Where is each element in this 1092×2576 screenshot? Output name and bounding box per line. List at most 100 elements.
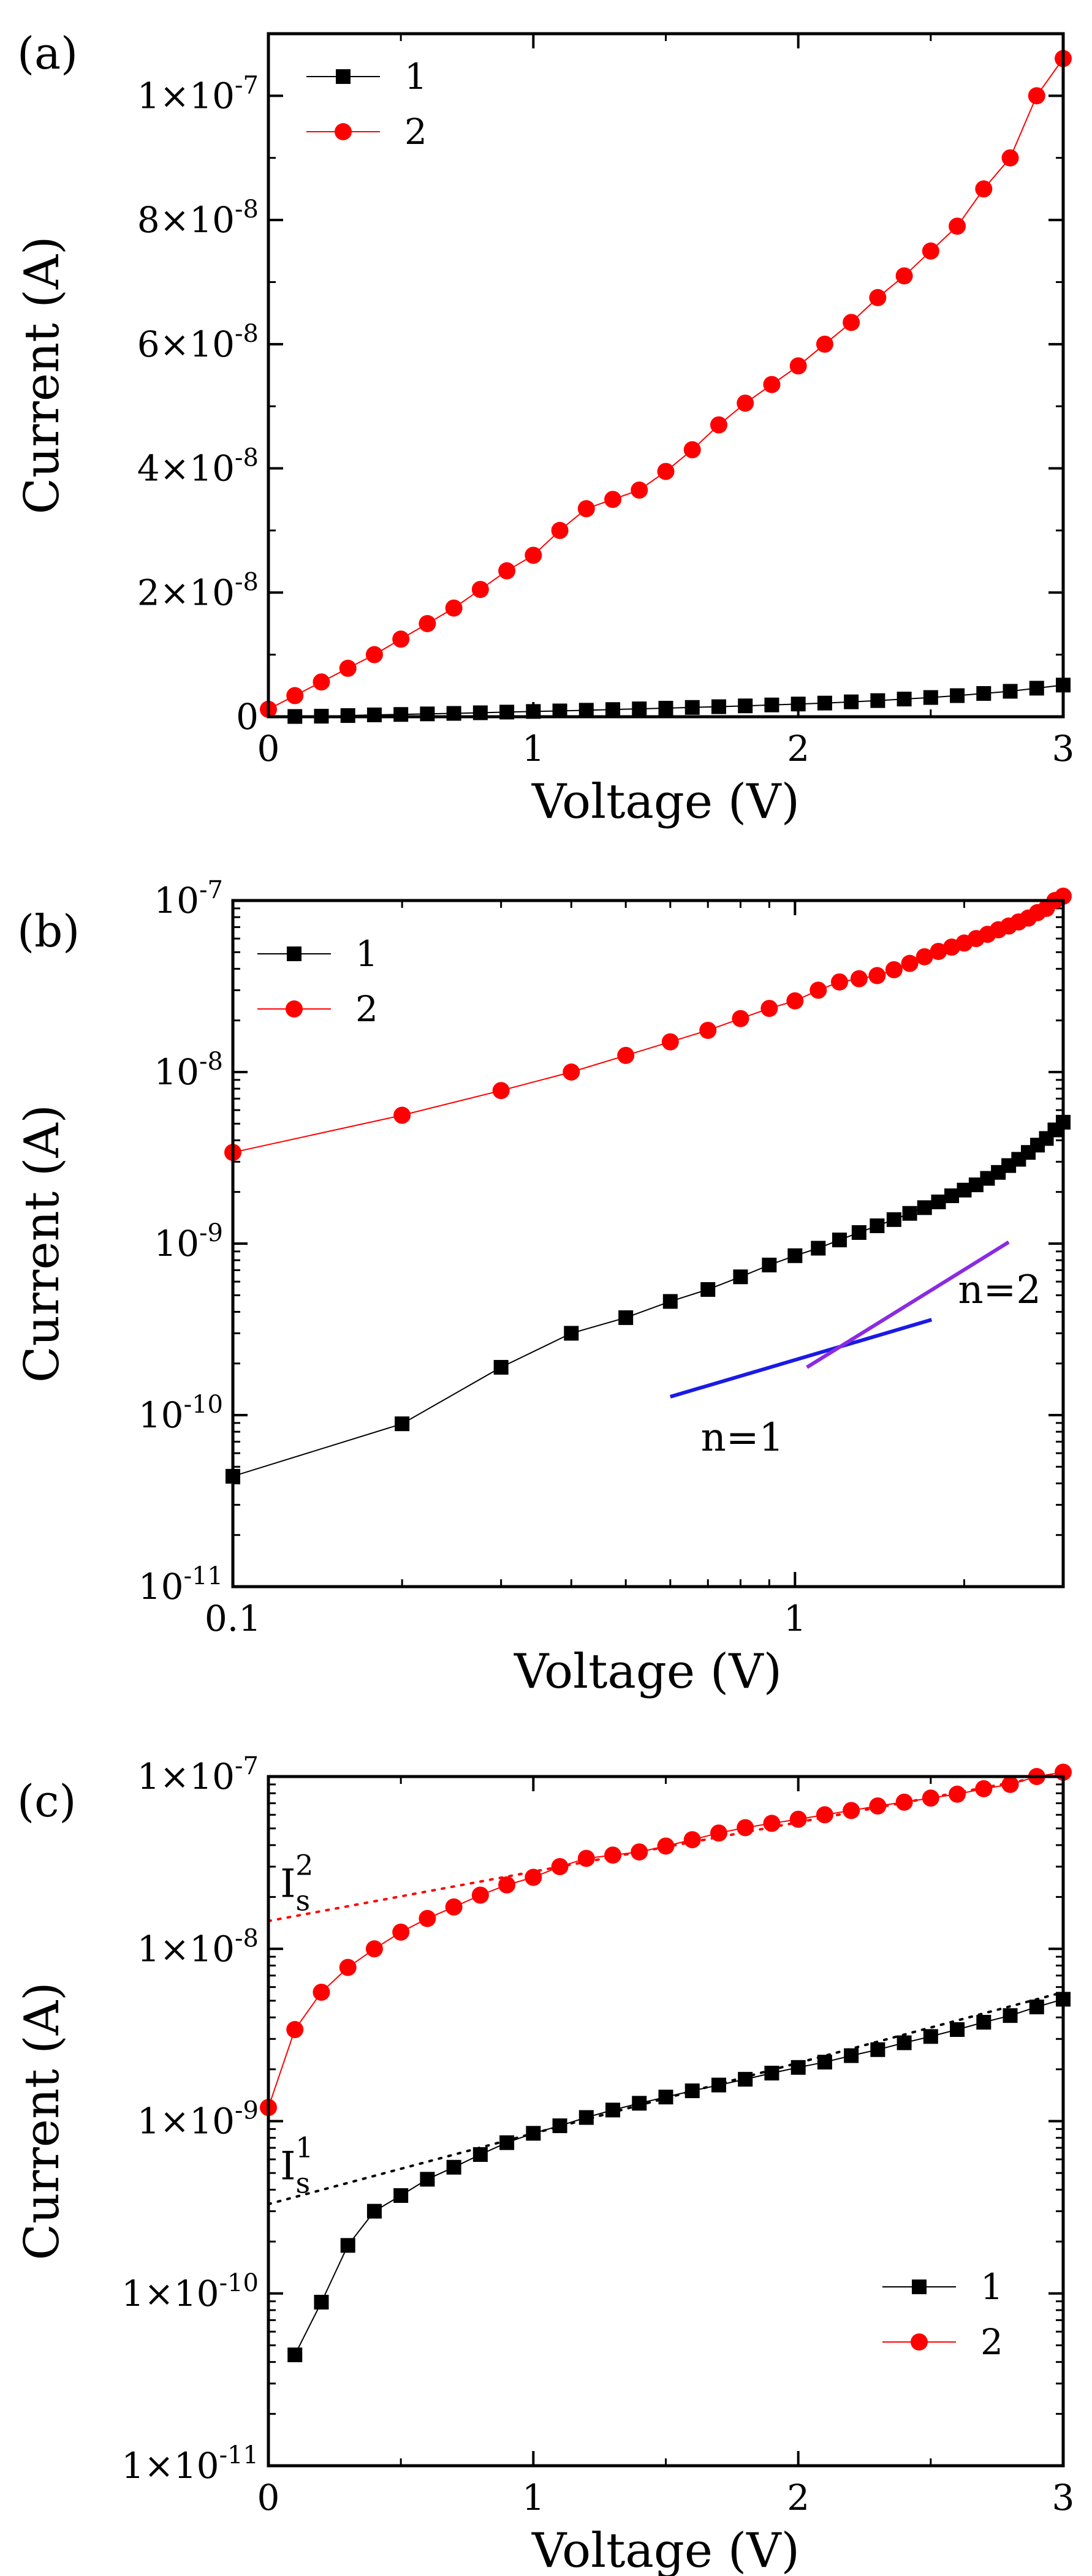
data-point bbox=[525, 1868, 542, 1886]
series-line bbox=[295, 684, 1064, 717]
data-point bbox=[763, 1815, 781, 1832]
data-point bbox=[632, 2096, 647, 2111]
data-point bbox=[868, 967, 886, 984]
y-tick-label: 10-10 bbox=[138, 1391, 223, 1436]
data-point bbox=[885, 961, 903, 978]
y-tick-label: 10-11 bbox=[138, 1562, 223, 1607]
data-point bbox=[446, 2159, 461, 2175]
series-1 bbox=[226, 1114, 1071, 1484]
data-point bbox=[732, 1010, 749, 1027]
data-point bbox=[525, 546, 542, 564]
data-point bbox=[658, 2090, 673, 2105]
legend-marker bbox=[912, 2279, 927, 2294]
data-point bbox=[922, 242, 939, 260]
x-tick-label: 3 bbox=[1052, 2477, 1075, 2518]
annotation-is1: Is1 bbox=[280, 2131, 313, 2199]
data-point bbox=[764, 2066, 779, 2081]
legend: 12 bbox=[882, 2266, 1003, 2363]
annotation-is2: Is2 bbox=[280, 1849, 313, 1917]
data-point bbox=[976, 2015, 992, 2030]
y-tick-label: 10-9 bbox=[154, 1219, 223, 1264]
data-point bbox=[897, 692, 912, 707]
reference-line bbox=[669, 1318, 933, 1399]
data-point bbox=[711, 699, 726, 714]
data-point bbox=[851, 1225, 866, 1240]
data-point bbox=[975, 1780, 993, 1797]
y-tick-label: 4×10-8 bbox=[137, 444, 259, 489]
data-point bbox=[869, 289, 887, 306]
legend-marker bbox=[335, 123, 352, 140]
data-point bbox=[791, 697, 806, 712]
data-point bbox=[832, 1233, 847, 1248]
series-1 bbox=[287, 1992, 1071, 2363]
data-point bbox=[395, 1416, 410, 1432]
data-point bbox=[446, 706, 461, 721]
data-point bbox=[563, 1063, 580, 1081]
data-point bbox=[764, 697, 779, 712]
series-2 bbox=[224, 887, 1072, 1161]
data-point bbox=[830, 973, 848, 991]
data-point bbox=[760, 1000, 778, 1018]
series-1 bbox=[287, 678, 1071, 724]
data-point bbox=[471, 1886, 489, 1904]
data-point bbox=[472, 2147, 488, 2162]
legend-label: 1 bbox=[980, 2266, 1003, 2308]
y-tick-label: 1×10-11 bbox=[121, 2441, 259, 2487]
y-tick-label: 1×10-9 bbox=[137, 2097, 259, 2142]
y-tick-label: 0 bbox=[236, 696, 259, 738]
data-point bbox=[684, 2083, 700, 2098]
data-point bbox=[683, 1831, 701, 1849]
data-point bbox=[902, 1206, 917, 1221]
data-point bbox=[393, 1106, 411, 1124]
data-point bbox=[843, 314, 860, 331]
panel-label: (c) bbox=[17, 1775, 77, 1827]
x-tick-label: 2 bbox=[787, 2477, 810, 2518]
data-point bbox=[286, 687, 304, 704]
data-point bbox=[445, 599, 463, 617]
chart-panel-2: (b) 0.1 1 10-11 10-10 10-9 10-8 10-7 Voltage (V)… bbox=[15, 876, 1072, 1699]
series-line bbox=[268, 58, 1064, 710]
data-point bbox=[577, 500, 595, 518]
data-point bbox=[917, 1200, 932, 1215]
y-tick-label: 1×10-10 bbox=[121, 2269, 259, 2314]
data-point bbox=[950, 2022, 965, 2038]
data-point bbox=[843, 1802, 860, 1819]
data-point bbox=[631, 482, 648, 499]
data-point bbox=[632, 701, 647, 717]
data-point bbox=[895, 267, 913, 285]
legend: 12 bbox=[306, 56, 427, 153]
data-point bbox=[787, 1248, 803, 1263]
data-point bbox=[1003, 2008, 1018, 2023]
data-point bbox=[738, 698, 753, 714]
data-point bbox=[420, 2172, 435, 2187]
data-point bbox=[314, 2294, 329, 2310]
data-point bbox=[551, 521, 569, 539]
panel-label: (a) bbox=[17, 28, 78, 79]
x-axis-label: Voltage (V) bbox=[531, 774, 800, 829]
legend-label: 1 bbox=[355, 933, 378, 975]
data-point bbox=[498, 562, 516, 580]
y-tick-label: 2×10-8 bbox=[137, 568, 259, 613]
x-axis-label: Voltage (V) bbox=[531, 2523, 800, 2576]
legend-marker bbox=[286, 1000, 303, 1018]
data-point bbox=[286, 2021, 304, 2039]
data-point bbox=[817, 2055, 832, 2070]
annotation-n2: n=2 bbox=[958, 1267, 1041, 1313]
y-tick-label: 1×10-7 bbox=[137, 71, 259, 116]
x-axis-label: Voltage (V) bbox=[514, 1644, 782, 1699]
data-point bbox=[604, 1846, 622, 1864]
x-tick-label: 3 bbox=[1052, 728, 1075, 769]
legend-label: 1 bbox=[404, 56, 427, 97]
data-point bbox=[811, 1241, 826, 1256]
data-point bbox=[419, 1909, 436, 1927]
data-point bbox=[737, 1819, 754, 1837]
data-point bbox=[850, 970, 868, 988]
data-point bbox=[1029, 681, 1044, 696]
data-point bbox=[901, 954, 919, 972]
data-point bbox=[711, 2077, 726, 2093]
data-point bbox=[922, 1789, 939, 1807]
data-point bbox=[339, 1958, 357, 1976]
annotation-n1: n=1 bbox=[701, 1415, 784, 1460]
legend-marker bbox=[911, 2333, 928, 2351]
